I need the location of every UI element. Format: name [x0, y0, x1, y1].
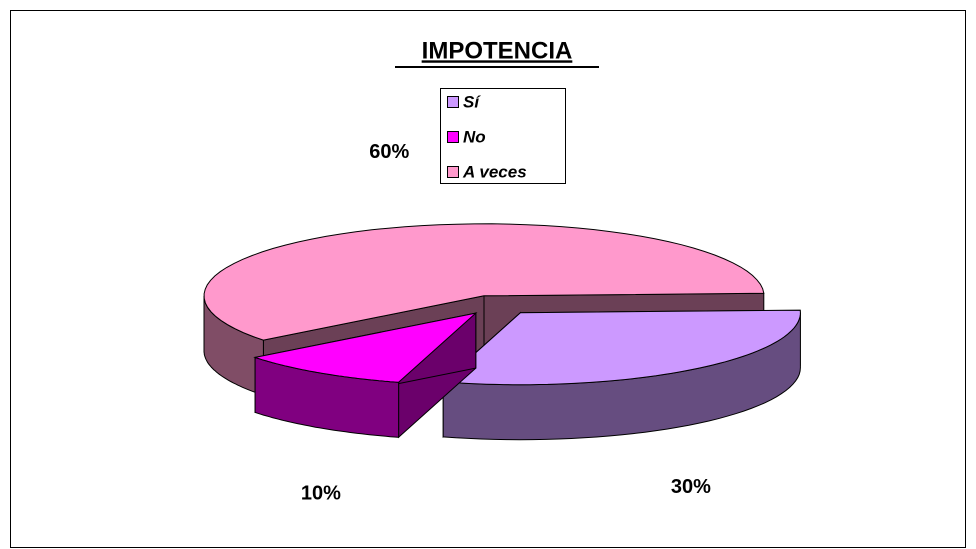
legend-label: No: [463, 127, 486, 146]
value-label: 30%: [671, 476, 711, 498]
slice-top: [441, 309, 801, 386]
legend-swatch: [447, 166, 459, 178]
legend-swatch: [447, 96, 459, 108]
legend-label: Sí: [463, 92, 481, 111]
slice-top: [253, 312, 478, 383]
legend-label: A veces: [462, 162, 527, 181]
value-label: 10%: [301, 483, 341, 505]
legend-swatch: [447, 131, 459, 143]
chart-title: IMPOTENCIA: [422, 37, 573, 64]
slice-top: [203, 223, 765, 341]
legend-box: [440, 88, 566, 184]
value-label: 60%: [369, 141, 409, 163]
